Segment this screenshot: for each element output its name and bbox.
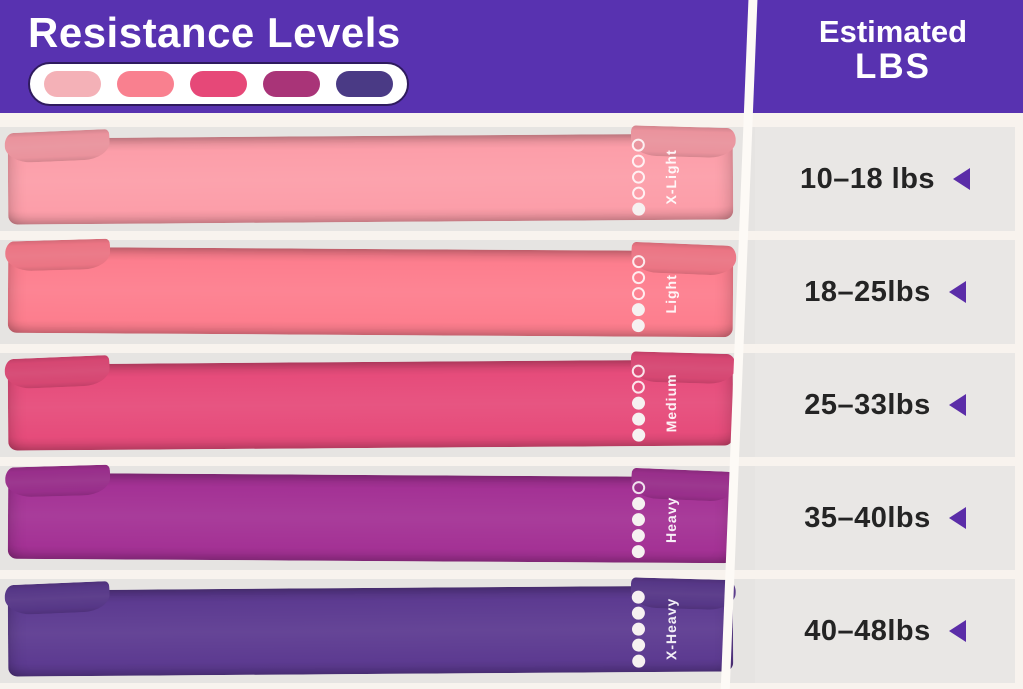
legend-swatch: [263, 71, 320, 98]
legend-swatch: [44, 71, 101, 98]
left-triangle-icon: [948, 620, 966, 642]
level-dot: [631, 170, 646, 184]
band-level-label: Heavy: [662, 496, 680, 544]
level-dot: [632, 412, 646, 426]
level-dots: [631, 481, 646, 559]
level-dot: [631, 364, 645, 378]
resistance-row: Medium 25–33lbs: [0, 353, 1023, 457]
level-dot: [631, 590, 645, 604]
header-left: Resistance Levels: [0, 0, 409, 113]
lbs-panel: 10–18 lbs: [755, 127, 1015, 231]
level-color-legend: [28, 62, 409, 107]
level-dot: [631, 622, 646, 636]
resistance-row: Heavy 35–40lbs: [0, 466, 1023, 570]
lbs-value: 10–18 lbs: [799, 162, 936, 195]
lbs-panel: 35–40lbs: [755, 466, 1015, 570]
band-level-label: Light: [662, 274, 680, 314]
level-dots: [631, 255, 646, 333]
rows: X-Light 10–18 lbs Light 18–25lbs Medium: [0, 113, 1023, 689]
level-dot: [632, 654, 646, 668]
band-panel: X-Heavy: [0, 579, 755, 683]
estimated-label: Estimated: [818, 14, 968, 49]
resistance-band: Heavy: [7, 472, 734, 564]
resistance-band: X-Heavy: [7, 585, 734, 677]
level-dot: [632, 186, 646, 200]
header: Resistance Levels Estimated LBS: [0, 0, 1023, 113]
level-dot: [631, 545, 645, 559]
left-triangle-icon: [948, 281, 966, 303]
resistance-band: Medium: [7, 359, 734, 451]
band-panel: Heavy: [0, 466, 755, 570]
level-dots: [631, 364, 646, 442]
band-level-label: X-Heavy: [662, 597, 680, 661]
estimated-lbs-heading: Estimated LBS: [763, 0, 1023, 113]
band-panel: X-Light: [0, 127, 755, 231]
level-dot: [632, 481, 646, 495]
lbs-value: 35–40lbs: [804, 501, 931, 534]
legend-swatch: [190, 71, 247, 98]
lbs-panel: 40–48lbs: [755, 579, 1015, 683]
level-dot: [631, 380, 645, 394]
level-dot: [631, 606, 645, 620]
resistance-row: Light 18–25lbs: [0, 240, 1023, 344]
lbs-value: 25–33lbs: [804, 388, 931, 421]
level-dot: [632, 638, 646, 652]
level-dot: [631, 513, 646, 527]
left-triangle-icon: [948, 394, 966, 416]
level-dot: [631, 287, 646, 301]
level-dot: [632, 202, 646, 216]
lbs-value: 40–48lbs: [804, 614, 931, 647]
lbs-value: 18–25lbs: [804, 275, 931, 308]
lbs-panel: 25–33lbs: [755, 353, 1015, 457]
level-dot: [631, 396, 646, 410]
page-title: Resistance Levels: [28, 9, 401, 56]
level-dot: [631, 138, 645, 152]
band-panel: Light: [0, 240, 755, 344]
resistance-row: X-Heavy 40–48lbs: [0, 579, 1023, 683]
band-level-label: X-Light: [662, 149, 680, 205]
lbs-panel: 18–25lbs: [755, 240, 1015, 344]
level-dot: [632, 271, 646, 285]
level-dot: [631, 303, 645, 317]
left-triangle-icon: [953, 168, 971, 190]
legend-swatch: [336, 71, 393, 98]
level-dot: [632, 497, 646, 511]
legend-swatch: [117, 71, 174, 98]
left-triangle-icon: [948, 507, 966, 529]
band-panel: Medium: [0, 353, 755, 457]
resistance-band: Light: [7, 246, 734, 338]
level-dot: [631, 529, 645, 543]
level-dot: [632, 255, 646, 269]
resistance-band: X-Light: [7, 133, 734, 225]
resistance-row: X-Light 10–18 lbs: [0, 127, 1023, 231]
level-dot: [632, 428, 646, 442]
level-dot: [631, 154, 645, 168]
band-level-label: Medium: [662, 373, 680, 433]
level-dots: [631, 138, 646, 216]
lbs-label: LBS: [855, 46, 931, 86]
level-dot: [631, 319, 645, 333]
level-dots: [631, 590, 646, 668]
